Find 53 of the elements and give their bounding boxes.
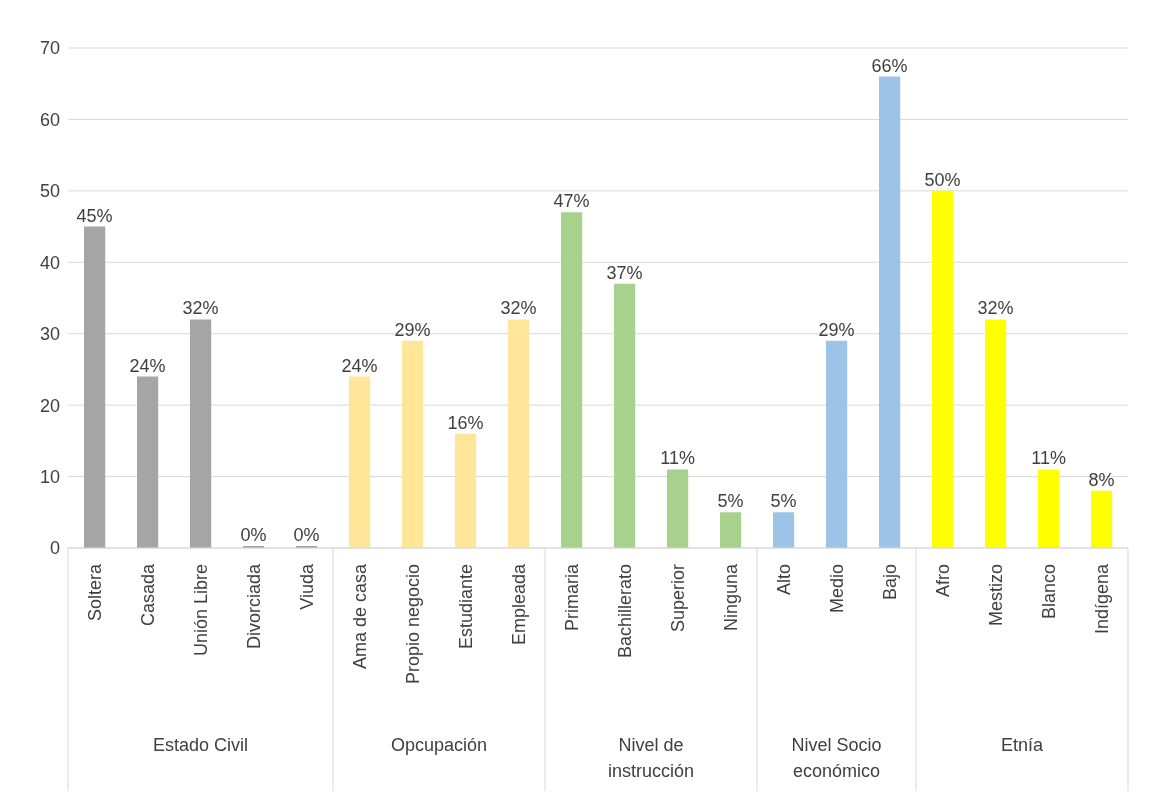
data-label: 66%: [871, 55, 908, 76]
y-tick-label: 20: [39, 395, 60, 416]
text: Nivel de instrucción: [607, 735, 695, 781]
data-label: 11%: [660, 448, 695, 469]
data-label: 24%: [129, 355, 166, 376]
data-label: 45%: [76, 205, 113, 226]
x-tick-label: Alto: [773, 564, 794, 596]
x-tick-label: Ninguna: [720, 563, 741, 632]
data-label: 29%: [394, 319, 431, 340]
y-tick-label: 40: [39, 252, 60, 273]
x-tick-label: Unión Libre: [190, 564, 211, 657]
data-label: 32%: [977, 298, 1014, 319]
x-tick-label: Propio negocio: [402, 564, 423, 685]
y-tick-label: 70: [39, 38, 60, 59]
x-tick-label: Indígena: [1091, 563, 1112, 635]
data-label: 0%: [293, 525, 320, 545]
x-tick-label: Bajo: [879, 564, 900, 601]
y-tick-label: 0: [49, 538, 60, 559]
y-tick-label: 10: [39, 466, 60, 487]
x-tick-label: Blanco: [1038, 564, 1059, 620]
text: Nivel Socio económico: [791, 735, 882, 781]
data-label: 11%: [1031, 448, 1066, 469]
data-label: 5%: [770, 491, 797, 512]
data-label: 5%: [717, 491, 744, 512]
x-tick-label: Superior: [667, 564, 688, 633]
text: Opcupación: [390, 735, 488, 755]
data-label: 16%: [447, 412, 484, 433]
data-label: 8%: [1088, 469, 1115, 490]
data-label: 37%: [606, 262, 643, 283]
data-label: 24%: [341, 355, 378, 376]
y-tick-label: 30: [39, 324, 60, 345]
y-tick-label: 60: [39, 109, 60, 130]
x-tick-label: Casada: [137, 563, 158, 627]
x-tick-label: Medio: [826, 564, 847, 614]
x-tick-label: Empleada: [508, 563, 529, 646]
data-label: 47%: [553, 191, 590, 212]
data-label: 29%: [818, 319, 855, 340]
x-tick-label: Estudiante: [455, 564, 476, 650]
data-label: 32%: [182, 298, 219, 319]
data-label: 50%: [924, 169, 961, 190]
text: Estado Civil: [152, 735, 249, 755]
x-tick-label: Mestizo: [985, 564, 1006, 627]
x-tick-label: Soltera: [84, 563, 105, 622]
x-tick-label: Ama de casa: [349, 563, 370, 670]
x-tick-label: Bachillerato: [614, 564, 635, 659]
x-tick-label: Viuda: [296, 563, 317, 610]
x-tick-label: Primaria: [561, 563, 582, 632]
x-tick-label: Afro: [932, 564, 953, 598]
y-tick-label: 50: [39, 181, 60, 202]
text: Etnía: [1000, 735, 1044, 755]
data-label: 0%: [240, 525, 267, 545]
x-tick-label: Divorciada: [243, 563, 264, 650]
data-label: 32%: [500, 298, 537, 319]
